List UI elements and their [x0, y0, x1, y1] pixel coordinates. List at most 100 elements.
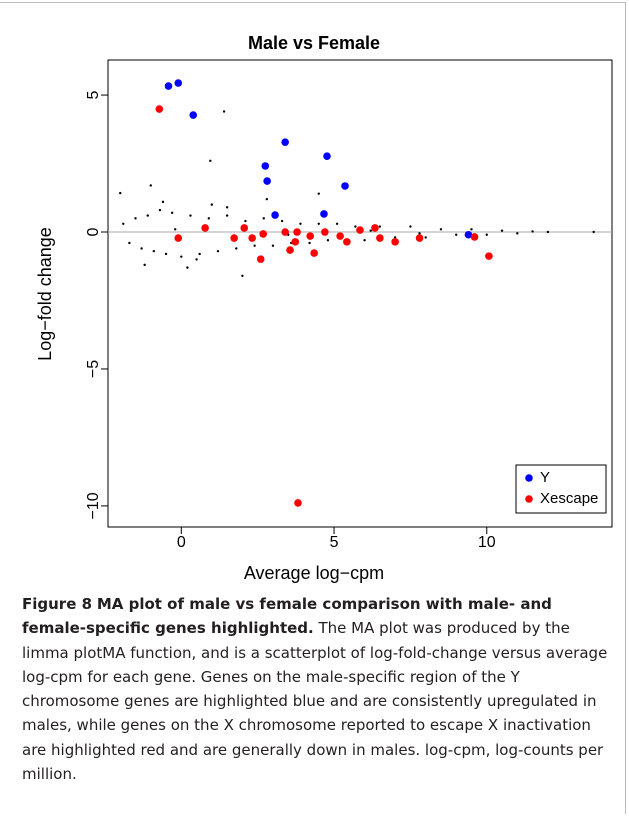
caption: Figure 8 MA plot of male vs female compa…: [22, 592, 614, 786]
y-axis-label: Log−fold change: [35, 227, 55, 361]
highlight-point: [189, 111, 198, 119]
highlight-point: [155, 105, 164, 113]
gene-point: [592, 230, 595, 234]
legend-marker: [525, 474, 533, 482]
highlight-point: [336, 232, 344, 240]
gene-point: [418, 232, 421, 235]
caption-text: The MA plot was produced by the limma pl…: [22, 619, 608, 784]
highlight-point: [261, 162, 270, 170]
gene-point: [265, 197, 269, 201]
gene-point: [317, 222, 320, 225]
y-tick-label: 5: [85, 91, 102, 100]
gene-point: [209, 159, 212, 162]
highlight-point: [230, 234, 238, 242]
gene-point: [180, 255, 183, 258]
gene-point: [134, 217, 137, 220]
highlight-point: [259, 230, 267, 238]
highlight-point: [356, 226, 364, 234]
x-tick-label: 10: [478, 534, 496, 551]
gene-point: [198, 252, 201, 256]
highlight-point: [343, 238, 351, 246]
gene-point: [122, 222, 125, 225]
gene-point: [485, 233, 488, 236]
gene-point: [393, 236, 397, 239]
y-tick-label: −10: [85, 492, 102, 519]
gene-point: [262, 217, 265, 220]
highlight-point: [256, 255, 265, 263]
gene-point: [164, 252, 168, 256]
x-tick-label: 0: [177, 534, 186, 551]
highlight-point: [263, 177, 271, 185]
legend-box: [515, 464, 607, 514]
highlight-point: [294, 499, 302, 507]
highlight-point: [281, 138, 289, 146]
highlight-point: [201, 224, 209, 232]
gene-point: [299, 222, 302, 225]
gene-point: [455, 233, 458, 236]
highlight-point: [306, 232, 315, 240]
highlight-point: [321, 228, 329, 236]
gene-point: [128, 241, 131, 245]
gene-point: [186, 266, 189, 269]
highlight-point: [164, 82, 173, 90]
gene-point: [271, 244, 275, 247]
highlight-point: [240, 224, 249, 232]
gene-point: [363, 239, 366, 242]
x-tick-label: 5: [330, 534, 339, 551]
legend-marker: [525, 495, 533, 503]
gene-point: [326, 239, 330, 242]
gene-point: [225, 206, 229, 209]
highlight-point: [174, 234, 183, 242]
gene-point: [500, 229, 504, 232]
highlight-point: [248, 234, 256, 242]
gene-point: [170, 211, 174, 215]
gene-point: [409, 225, 412, 228]
gene-point: [174, 228, 177, 231]
highlight-point: [310, 249, 318, 257]
highlight-point: [415, 234, 424, 242]
gene-point: [369, 229, 372, 232]
highlight-point: [286, 246, 294, 254]
highlight-point: [320, 210, 328, 218]
gene-point: [516, 232, 519, 235]
highlight-point: [470, 233, 479, 241]
gene-point: [235, 247, 238, 250]
y-tick-label: 0: [85, 227, 102, 236]
highlight-point: [464, 230, 473, 239]
caption-title: MA plot of male vs female comparison wit…: [22, 595, 552, 638]
gene-point: [216, 249, 220, 253]
highlight-point: [323, 152, 331, 160]
gene-point: [225, 214, 229, 217]
gene-point: [140, 247, 143, 250]
gene-point: [207, 217, 210, 220]
highlight-point: [271, 211, 279, 219]
highlight-point: [371, 224, 379, 232]
gene-point: [354, 225, 357, 228]
highlight-point: [291, 238, 300, 246]
y-tick-label: −5: [85, 360, 102, 378]
gene-point: [210, 203, 214, 206]
x-axis-label: Average log−cpm: [244, 563, 384, 583]
gene-point: [146, 214, 149, 217]
gene-point: [335, 222, 339, 225]
gene-point: [161, 200, 165, 204]
gene-point: [241, 274, 244, 278]
gene-point: [143, 263, 146, 267]
gene-point: [189, 214, 192, 217]
chart-title: Male vs Female: [248, 33, 380, 53]
gene-point: [470, 228, 473, 231]
gene-point: [244, 219, 247, 223]
gene-point: [317, 192, 320, 195]
gene-point: [531, 230, 534, 233]
gene-point: [152, 249, 156, 253]
gene-point: [149, 184, 152, 187]
caption-label: Figure 8: [22, 595, 93, 613]
highlight-point: [391, 238, 399, 246]
gene-point: [222, 110, 226, 113]
gene-point: [439, 228, 443, 231]
highlight-point: [174, 79, 183, 87]
legend-label: Y: [540, 469, 550, 486]
gene-point: [308, 241, 311, 245]
